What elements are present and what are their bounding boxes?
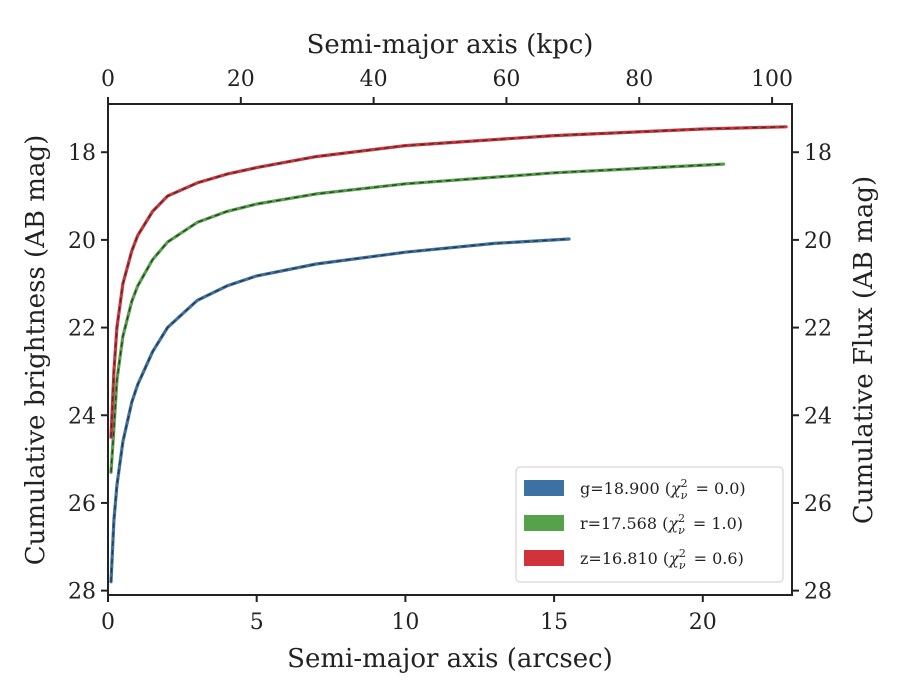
top-tick-label: 60 bbox=[492, 67, 520, 92]
plot-frame bbox=[107, 103, 793, 596]
y-axis-title-right: Cumulative Flux (AB mag) bbox=[849, 176, 879, 524]
y-tick-label: 28 bbox=[68, 580, 96, 605]
y-tick-label: 26 bbox=[68, 492, 96, 517]
series-layer bbox=[109, 125, 788, 584]
series-fit-line-g bbox=[110, 238, 570, 582]
right-tick-label: 28 bbox=[804, 580, 832, 605]
top-tick-label: 100 bbox=[751, 67, 793, 92]
x-tick-label: 5 bbox=[250, 610, 264, 635]
x-tick-label: 10 bbox=[391, 610, 419, 635]
y-tick-label: 18 bbox=[68, 141, 96, 166]
right-tick-label: 24 bbox=[804, 404, 832, 429]
y-axis-title-left: Cumulative brightness (AB mag) bbox=[21, 135, 51, 566]
legend-label: z=16.810 (χ2 ν = 0.6) bbox=[580, 547, 744, 572]
legend-label: g=18.900 (χ2 ν = 0.0) bbox=[580, 477, 746, 502]
y-tick-label: 22 bbox=[68, 317, 96, 342]
top-tick-label: 80 bbox=[625, 67, 653, 92]
legend-label: r=17.568 (χ2 ν = 1.0) bbox=[580, 512, 743, 537]
top-tick-label: 0 bbox=[101, 67, 115, 92]
series-fit-line-r bbox=[110, 163, 724, 473]
top-tick-label: 20 bbox=[227, 67, 255, 92]
legend-swatch bbox=[524, 550, 564, 566]
left-axis: 18 20 22 24 26 28 bbox=[68, 141, 108, 605]
top-axis: 0 20 40 60 80 100 bbox=[101, 67, 793, 104]
x-tick-label: 15 bbox=[540, 610, 568, 635]
x-axis-title-top: Semi-major axis (kpc) bbox=[307, 30, 594, 60]
right-tick-label: 22 bbox=[804, 317, 832, 342]
x-axis-title-bottom: Semi-major axis (arcsec) bbox=[287, 644, 613, 674]
right-tick-label: 26 bbox=[804, 492, 832, 517]
legend-swatch bbox=[524, 480, 564, 496]
series-fit-line-z bbox=[110, 126, 787, 438]
x-tick-label: 0 bbox=[101, 610, 115, 635]
legend: g=18.900 (χ2 ν = 0.0) r=17.568 (χ2 ν = 1.0)… bbox=[515, 466, 784, 583]
top-tick-label: 40 bbox=[360, 67, 388, 92]
legend-swatch bbox=[524, 515, 564, 531]
x-tick-label: 20 bbox=[689, 610, 717, 635]
y-tick-label: 24 bbox=[68, 404, 96, 429]
y-tick-label: 20 bbox=[68, 229, 96, 254]
bottom-axis: 0 5 10 15 20 bbox=[101, 595, 717, 635]
right-tick-label: 18 bbox=[804, 141, 832, 166]
legend-frame bbox=[515, 466, 784, 583]
right-tick-label: 20 bbox=[804, 229, 832, 254]
right-axis: 18 20 22 24 26 28 bbox=[792, 141, 832, 605]
